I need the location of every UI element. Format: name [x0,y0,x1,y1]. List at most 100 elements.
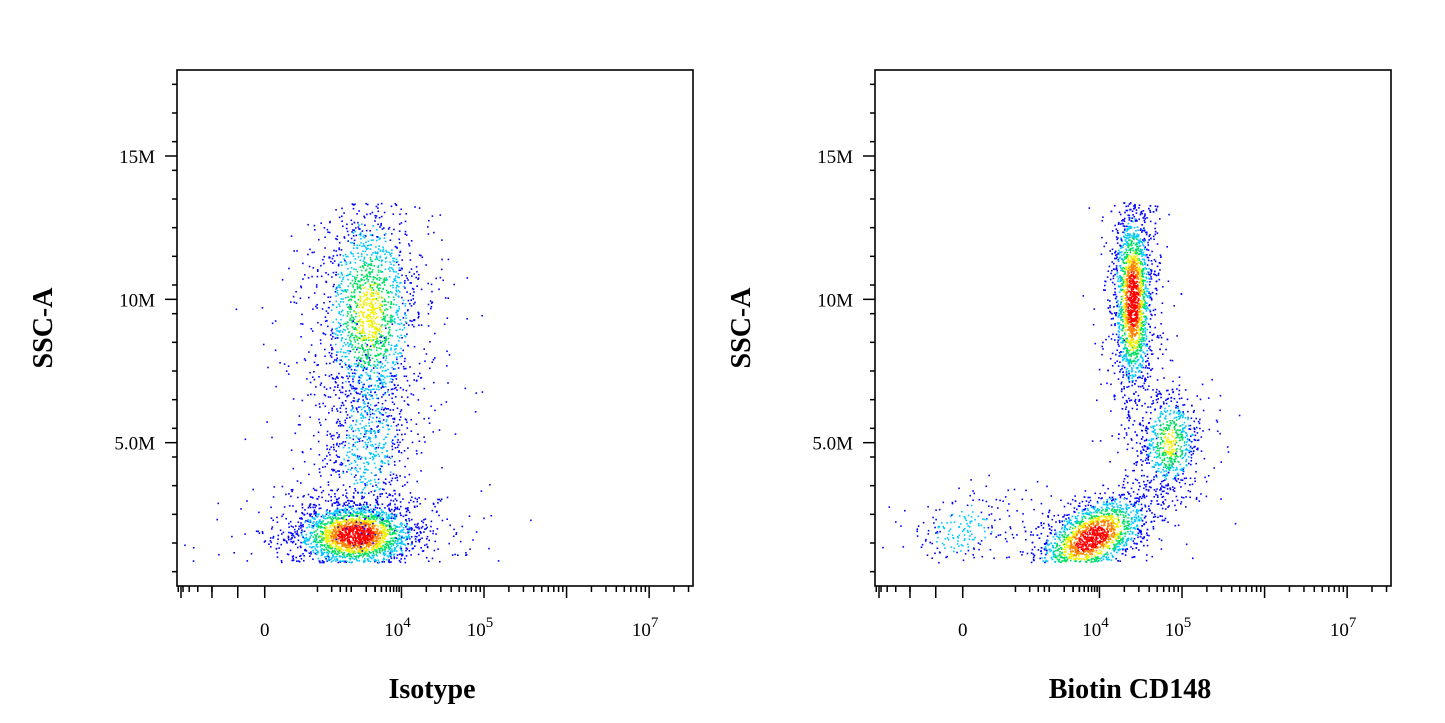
data-point [328,532,331,534]
data-point [455,533,457,535]
data-point [375,450,377,453]
data-point [324,374,327,376]
data-point [349,271,352,273]
data-point [382,544,385,547]
data-point [335,250,337,252]
data-point [378,442,381,445]
data-point [363,487,366,489]
data-point [424,528,426,530]
data-point [331,328,333,330]
data-point [302,495,304,498]
data-point [377,265,380,267]
data-point [315,305,317,308]
data-point [352,284,354,286]
data-point [451,554,454,556]
data-point [389,261,391,263]
data-point [272,519,274,522]
data-point [340,359,342,361]
data-point [330,522,332,525]
data-point [335,538,338,541]
data-point [360,497,363,500]
data-point [399,535,401,537]
data-point [387,546,390,548]
data-point [368,544,371,546]
data-point [392,320,394,322]
data-point [346,230,349,233]
data-point [380,379,382,382]
data-point [327,500,330,502]
data-point [377,329,380,331]
data-point [350,306,353,309]
data-point [346,509,348,511]
data-point [376,251,379,253]
data-point [371,343,374,346]
data-point [367,339,370,342]
data-point [388,529,390,532]
data-point [358,555,360,558]
data-point [373,430,375,432]
data-point [320,522,323,525]
data-point [340,273,343,275]
data-point [322,514,324,517]
data-point [379,378,382,381]
data-point [361,534,364,536]
data-point [371,284,373,287]
data-point [325,362,328,365]
data-point [336,357,339,360]
data-point [331,352,333,355]
data-point [369,523,372,525]
data-point [374,481,377,484]
data-point [404,544,407,547]
data-point [340,550,342,553]
data-point [303,537,306,540]
data-point [392,473,395,475]
data-point [347,547,350,550]
data-point [372,308,374,311]
data-point [358,560,361,562]
data-point [376,539,379,542]
data-point [475,392,478,394]
data-point [406,523,408,525]
data-point [372,514,375,517]
data-point [326,538,329,540]
data-point [397,316,399,319]
data-point [346,349,349,352]
data-point [376,533,378,535]
data-point [317,440,320,443]
data-point [381,511,383,513]
data-point [377,453,380,456]
data-point [466,318,468,320]
data-point [366,555,369,557]
data-point [344,520,346,523]
data-point [301,531,304,533]
data-point [344,528,347,530]
data-point [396,281,398,284]
data-point [530,519,532,522]
data-point [389,527,392,530]
data-point [386,533,389,536]
data-point [418,207,421,209]
data-point [335,306,338,308]
data-point [244,438,247,441]
data-point [332,535,335,538]
data-point [360,412,363,415]
data-point [352,319,355,321]
data-point [399,542,402,544]
data-point [315,544,318,546]
data-point [434,409,436,412]
data-point [393,547,396,549]
data-point [317,536,320,538]
data-point [331,521,334,523]
data-point [389,510,392,513]
data-point [337,263,340,266]
data-point [434,332,436,335]
data-point [379,226,381,228]
data-point [355,474,357,476]
data-point [359,300,362,302]
data-point [342,472,345,474]
data-point [398,429,401,431]
data-point [374,455,376,457]
data-point [362,384,364,386]
data-point [353,521,355,524]
data-point [400,538,402,541]
